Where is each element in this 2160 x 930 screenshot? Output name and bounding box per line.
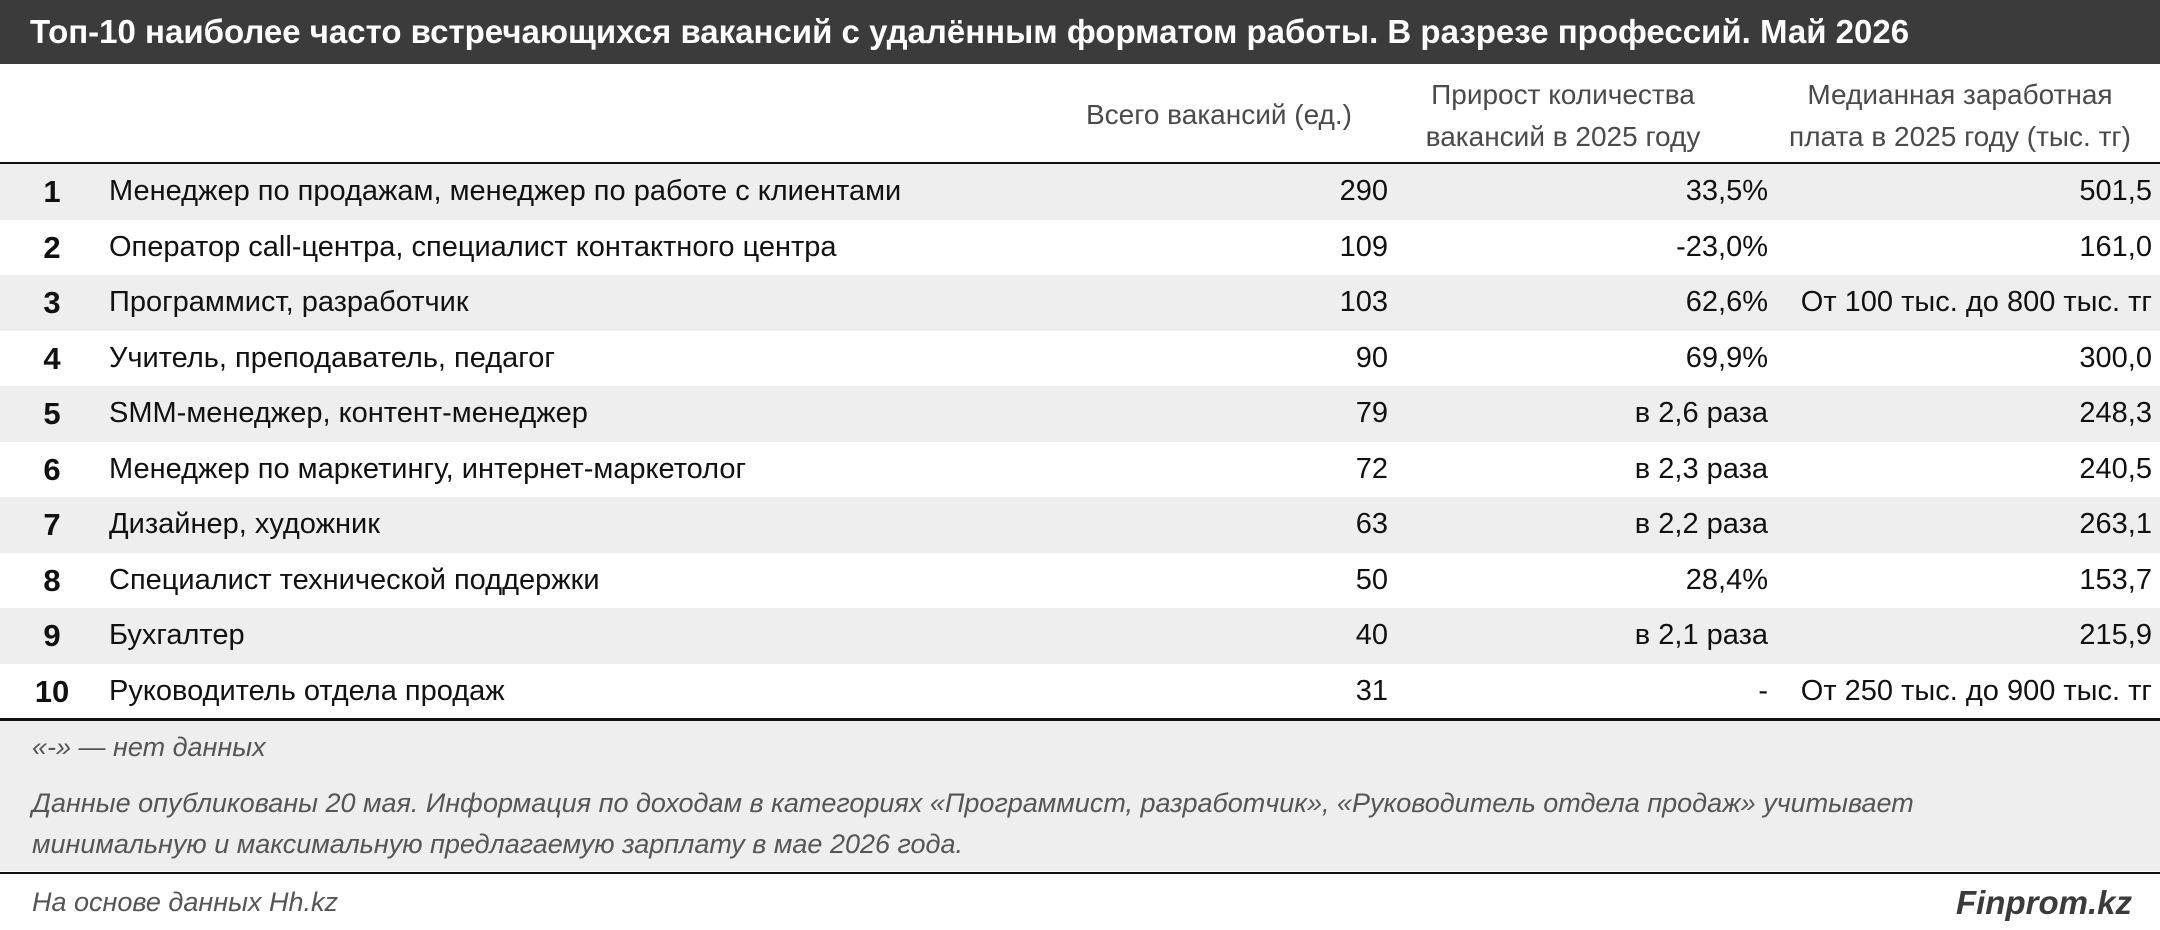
row-total: 90 (1355, 341, 1388, 374)
row-profession: SMM-менеджер, контент-менеджер (109, 397, 588, 429)
row-rank: 1 (43, 174, 61, 209)
row-growth: в 2,6 раза (1634, 397, 1768, 429)
row-growth: 33,5% (1685, 175, 1768, 207)
table-row: 2 Оператор call-центра, специалист конта… (0, 220, 2160, 276)
row-salary: 161,0 (2079, 230, 2152, 263)
table-row: 9 Бухгалтер 40 в 2,1 раза 215,9 (0, 608, 2160, 664)
table-body: 1 Менеджер по продажам, менеджер по рабо… (0, 164, 2160, 719)
row-salary: 153,7 (2079, 563, 2152, 596)
row-total: 72 (1355, 452, 1388, 485)
row-total: 31 (1355, 674, 1388, 707)
row-growth: - (1758, 674, 1768, 707)
row-rank: 10 (34, 673, 70, 709)
page-title: Топ-10 наиболее часто встречающихся вака… (0, 0, 2160, 64)
row-total: 79 (1355, 397, 1388, 429)
table-row: 10 Руководитель отдела продаж 31 - От 25… (0, 664, 2160, 720)
row-profession: Менеджер по маркетингу, интернет-маркето… (109, 452, 747, 485)
footer: На основе данных Hh.kz Finprom.kz (0, 875, 2160, 930)
column-header-growth-line2: вакансий в 2025 году (1425, 121, 1701, 152)
row-salary: 240,5 (2079, 452, 2152, 485)
brand-logo: Finprom.kz (1955, 884, 2132, 921)
footer-divider (0, 872, 2160, 874)
row-profession: Руководитель отдела продаж (109, 674, 505, 707)
table-row: 5 SMM-менеджер, контент-менеджер 79 в 2,… (0, 386, 2160, 442)
table-bottom-divider (0, 718, 2160, 721)
table-row: 7 Дизайнер, художник 63 в 2,2 раза 263,1 (0, 497, 2160, 553)
publication-note: Данные опубликованы 20 мая. Информация п… (0, 773, 2160, 871)
row-growth: 28,4% (1685, 563, 1768, 596)
table-row: 4 Учитель, преподаватель, педагог 90 69,… (0, 331, 2160, 387)
row-profession: Оператор call-центра, специалист контакт… (109, 230, 837, 263)
table-row: 1 Менеджер по продажам, менеджер по рабо… (0, 164, 2160, 220)
row-rank: 9 (43, 618, 61, 653)
publication-note-line1: Данные опубликованы 20 мая. Информация п… (32, 788, 1914, 818)
row-profession: Специалист технической поддержки (109, 563, 600, 596)
row-total: 50 (1355, 563, 1388, 596)
row-rank: 2 (43, 229, 61, 265)
table-row: 6 Менеджер по маркетингу, интернет-марке… (0, 442, 2160, 498)
row-salary: 215,9 (2079, 619, 2152, 651)
table-row: 3 Программист, разработчик 103 62,6% От … (0, 275, 2160, 331)
column-header-total: Всего вакансий (ед.) (1085, 99, 1352, 130)
row-rank: 7 (43, 507, 61, 542)
row-salary: 501,5 (2079, 175, 2152, 207)
row-rank: 6 (43, 451, 61, 487)
row-total: 109 (1339, 230, 1388, 263)
row-total: 40 (1355, 619, 1388, 651)
row-total: 103 (1339, 286, 1388, 318)
column-header-salary-line1: Медианная заработная (1807, 79, 2113, 110)
row-profession: Программист, разработчик (109, 286, 469, 318)
column-header-growth-line1: Прирост количества (1431, 79, 1695, 110)
column-header-salary: Медианная заработная плата в 2025 году (… (1770, 74, 2150, 158)
column-header-salary-line2: плата в 2025 году (тыс. тг) (1789, 121, 2131, 152)
row-rank: 5 (43, 396, 61, 431)
row-growth: в 2,3 раза (1634, 452, 1768, 485)
column-header-growth: Прирост количества вакансий в 2025 году (1390, 74, 1736, 158)
row-rank: 3 (43, 285, 61, 320)
row-total: 290 (1339, 175, 1388, 207)
row-growth: -23,0% (1676, 230, 1768, 263)
row-profession: Дизайнер, художник (109, 508, 380, 540)
row-growth: 62,6% (1685, 286, 1768, 318)
row-profession: Учитель, преподаватель, педагог (109, 341, 555, 374)
row-salary: 300,0 (2079, 341, 2152, 374)
row-profession: Бухгалтер (109, 619, 245, 651)
table-row: 8 Специалист технической поддержки 50 28… (0, 553, 2160, 609)
table-header: Всего вакансий (ед.) Прирост количества … (0, 64, 2160, 162)
row-salary: 263,1 (2079, 508, 2152, 540)
publication-note-line2: минимальную и максимальную предлагаемую … (32, 829, 963, 859)
row-growth: в 2,2 раза (1634, 508, 1768, 540)
source-text: На основе данных Hh.kz (32, 887, 338, 917)
row-total: 63 (1355, 508, 1388, 540)
row-salary: От 100 тыс. до 800 тыс. тг (1800, 286, 2152, 318)
row-rank: 4 (43, 340, 61, 376)
row-profession: Менеджер по продажам, менеджер по работе… (109, 175, 902, 207)
row-growth: в 2,1 раза (1634, 619, 1768, 651)
row-salary: От 250 тыс. до 900 тыс. тг (1800, 674, 2152, 707)
no-data-note: «-» — нет данных (0, 721, 2160, 773)
row-rank: 8 (43, 562, 61, 598)
row-salary: 248,3 (2079, 397, 2152, 429)
header-divider (0, 162, 2160, 165)
row-growth: 69,9% (1685, 341, 1768, 374)
